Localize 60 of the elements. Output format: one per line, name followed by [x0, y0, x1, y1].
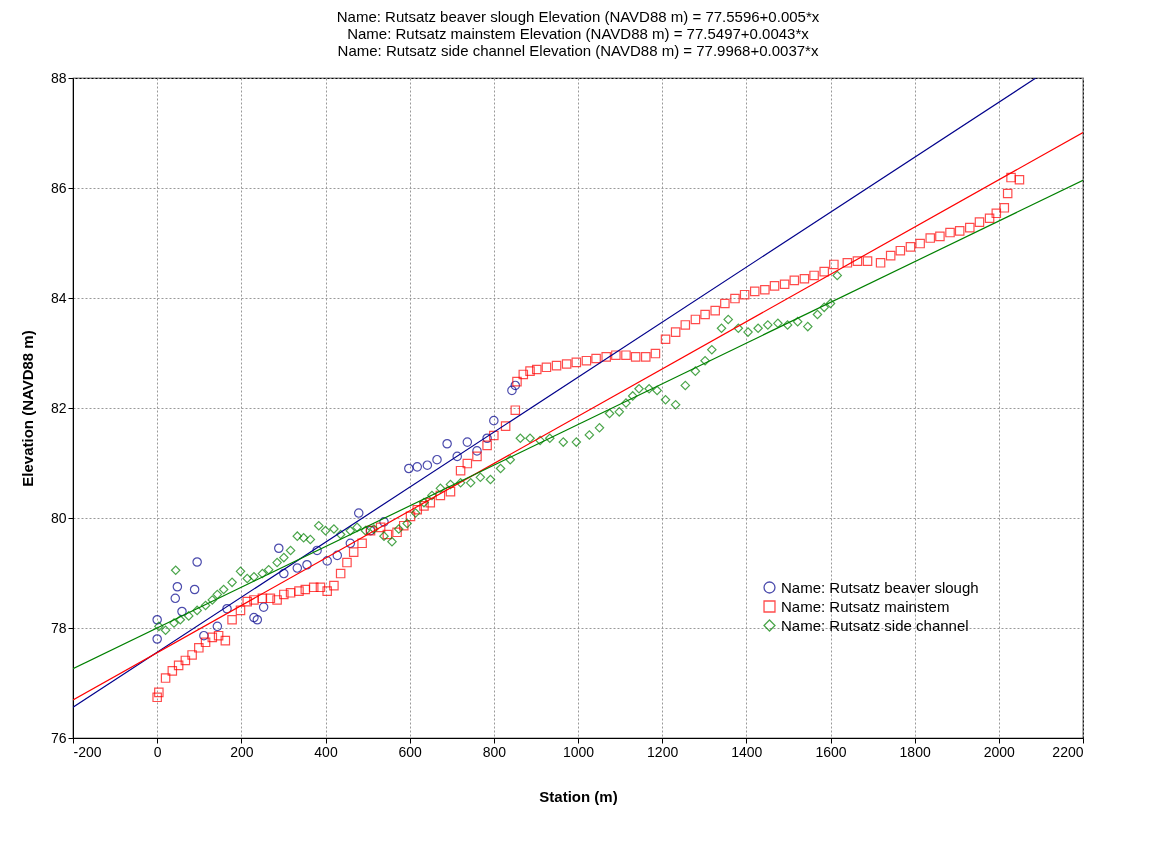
- y-tick-label: 76: [50, 729, 67, 746]
- y-tick-label: 86: [50, 179, 67, 196]
- point: [507, 385, 517, 396]
- point: [258, 602, 269, 612]
- x-tick-label: 0: [153, 743, 162, 760]
- x-tick-label: 200: [230, 743, 254, 760]
- y-axis-title: Elevation (NAVD88 m): [18, 330, 36, 487]
- x-tick-label: 2000: [983, 743, 1016, 760]
- point: [452, 451, 462, 462]
- x-tick-label: 1200: [647, 743, 679, 760]
- y-tick-label: 84: [50, 289, 67, 306]
- legend-label: Name: Rutsatz mainstem: [781, 597, 950, 615]
- point: [152, 634, 162, 644]
- y-tick-label: 82: [50, 399, 67, 416]
- x-tick-label: 600: [398, 743, 423, 760]
- point: [312, 545, 322, 556]
- point: [292, 563, 303, 573]
- point: [189, 584, 200, 595]
- point: [322, 556, 332, 566]
- chart-title: Name: Rutsatz beaver slough Elevation (NAVD88 m) = 77.5596+0.005*x Name: Rutsatz mainstem Elevation (NAVD88 m) = 77.5497+0.0043*x Name: Rutsatz side channel Elevation (NAVD88 m) = 77.9968+0.0037*x: [336, 8, 820, 59]
- point: [172, 581, 183, 592]
- point: [170, 593, 181, 604]
- point: [249, 612, 259, 623]
- legend-label: Name: Rutsatz side channel: [781, 616, 969, 634]
- y-tick-label: 80: [50, 509, 67, 526]
- point: [302, 559, 312, 570]
- x-tick-label: 1800: [899, 743, 931, 760]
- point: [274, 543, 284, 554]
- point: [252, 614, 263, 625]
- point: [412, 462, 423, 472]
- y-tick-label: 88: [50, 69, 67, 86]
- point: [472, 446, 482, 456]
- point: [510, 380, 521, 391]
- point: [353, 508, 364, 518]
- point: [482, 433, 492, 444]
- x-tick-label: 2200: [1052, 743, 1084, 760]
- point: [212, 621, 223, 632]
- x-tick-label: -200: [73, 743, 102, 760]
- x-axis-title: Station (m): [539, 787, 618, 805]
- x-tick-label: 1400: [731, 743, 763, 760]
- point: [192, 557, 202, 567]
- y-tick-label: 78: [50, 619, 67, 636]
- point: [222, 603, 232, 614]
- x-tick-label: 800: [482, 743, 507, 760]
- point: [489, 415, 499, 426]
- x-tick-label: 1000: [562, 743, 595, 760]
- point: [379, 517, 389, 527]
- x-tick-label: 1600: [815, 743, 847, 760]
- point: [442, 438, 452, 449]
- point: [422, 460, 433, 470]
- point: [432, 454, 442, 465]
- point: [332, 550, 343, 561]
- legend-label: Name: Rutsatz beaver slough: [781, 578, 979, 596]
- point: [404, 463, 414, 474]
- point: [177, 606, 187, 617]
- point: [345, 538, 356, 549]
- x-tick-label: 400: [314, 743, 338, 760]
- point: [152, 614, 162, 625]
- point: [279, 568, 289, 579]
- point: [462, 437, 473, 447]
